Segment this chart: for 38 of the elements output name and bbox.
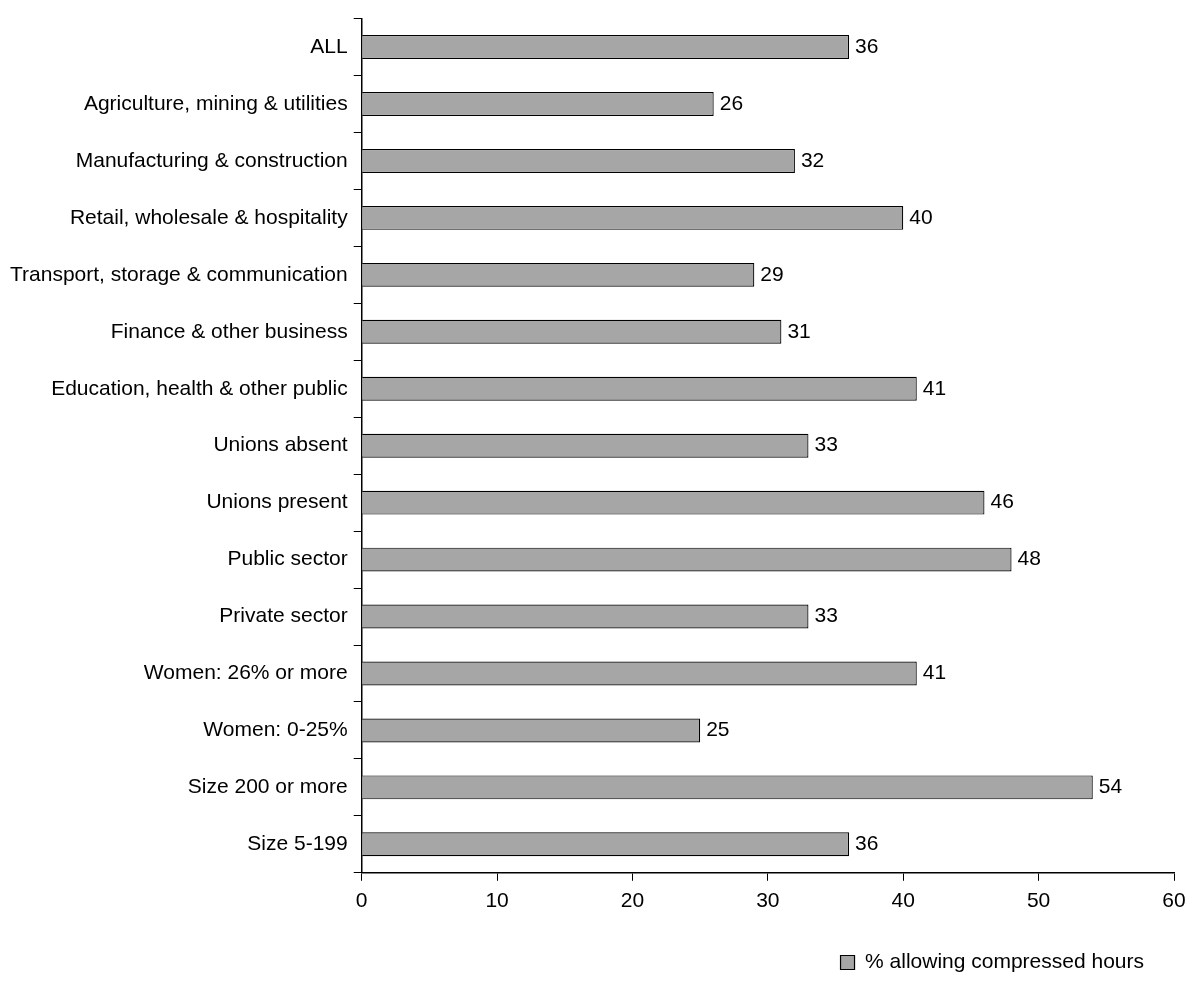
data-label: 36 [855,33,879,57]
data-label: 32 [800,147,825,171]
y-tick-label: Retail, wholesale & hospitality [69,204,349,228]
y-tick-label: Size 5-199 [247,831,348,855]
data-label: 46 [990,489,1014,513]
y-tick-label: Transport, storage & communication [10,261,348,285]
x-tick-label: 30 [756,888,780,912]
legend-label: % allowing compressed hours [865,949,1144,973]
y-tick-label: Unions present [206,489,348,513]
y-tick-label: Women: 0-25% [203,717,348,741]
y-tick-label: ALL [310,33,348,57]
data-label: 26 [719,90,744,114]
y-tick-label: Public sector [227,546,348,570]
data-label: 40 [909,204,933,228]
y-tick-label: Size 200 or more [187,774,348,798]
data-label: 54 [1098,774,1123,798]
x-tick-label: 40 [891,888,915,912]
data-label: 31 [787,318,811,342]
data-label: 29 [760,261,784,285]
x-tick-label: 50 [1026,888,1051,912]
data-label: 48 [1017,546,1041,570]
y-tick-label: Private sector [219,603,348,627]
y-tick-label: Women: 26% or more [143,660,348,684]
data-label: 25 [706,717,730,741]
x-tick-label: 60 [1162,888,1186,912]
data-label: 41 [922,660,947,684]
y-tick-label: Agriculture, mining & utilities [83,90,348,114]
x-tick-label: 0 [355,888,368,912]
x-tick-label: 10 [485,888,509,912]
y-tick-label: Manufacturing & construction [75,147,348,171]
data-label: 33 [814,603,838,627]
data-label: 36 [855,831,879,855]
y-tick-label: Unions absent [213,432,348,456]
x-tick-label: 20 [620,888,645,912]
y-tick-label: Education, health & other public [51,375,348,399]
data-label: 41 [922,375,947,399]
y-tick-label: Finance & other business [110,318,348,342]
data-label: 33 [814,432,838,456]
